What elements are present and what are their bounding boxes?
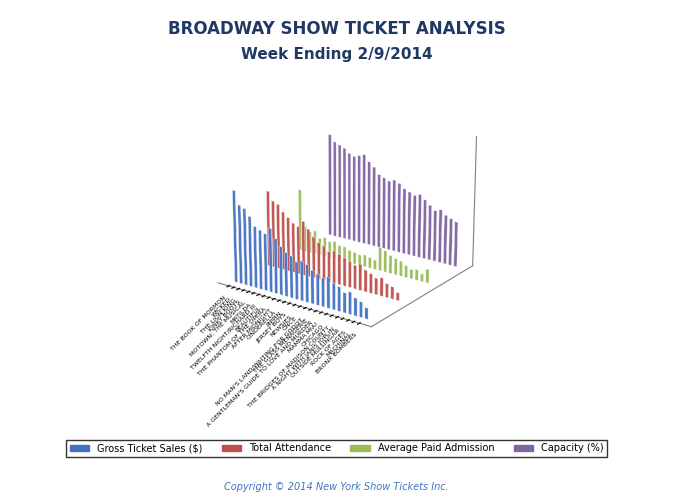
Text: Copyright © 2014 New York Show Tickets Inc.: Copyright © 2014 New York Show Tickets I… xyxy=(224,482,449,492)
Text: Week Ending 2/9/2014: Week Ending 2/9/2014 xyxy=(241,47,432,62)
Legend: Gross Ticket Sales ($), Total Attendance, Average Paid Admission, Capacity (%): Gross Ticket Sales ($), Total Attendance… xyxy=(66,439,607,457)
Text: BROADWAY SHOW TICKET ANALYSIS: BROADWAY SHOW TICKET ANALYSIS xyxy=(168,20,505,38)
